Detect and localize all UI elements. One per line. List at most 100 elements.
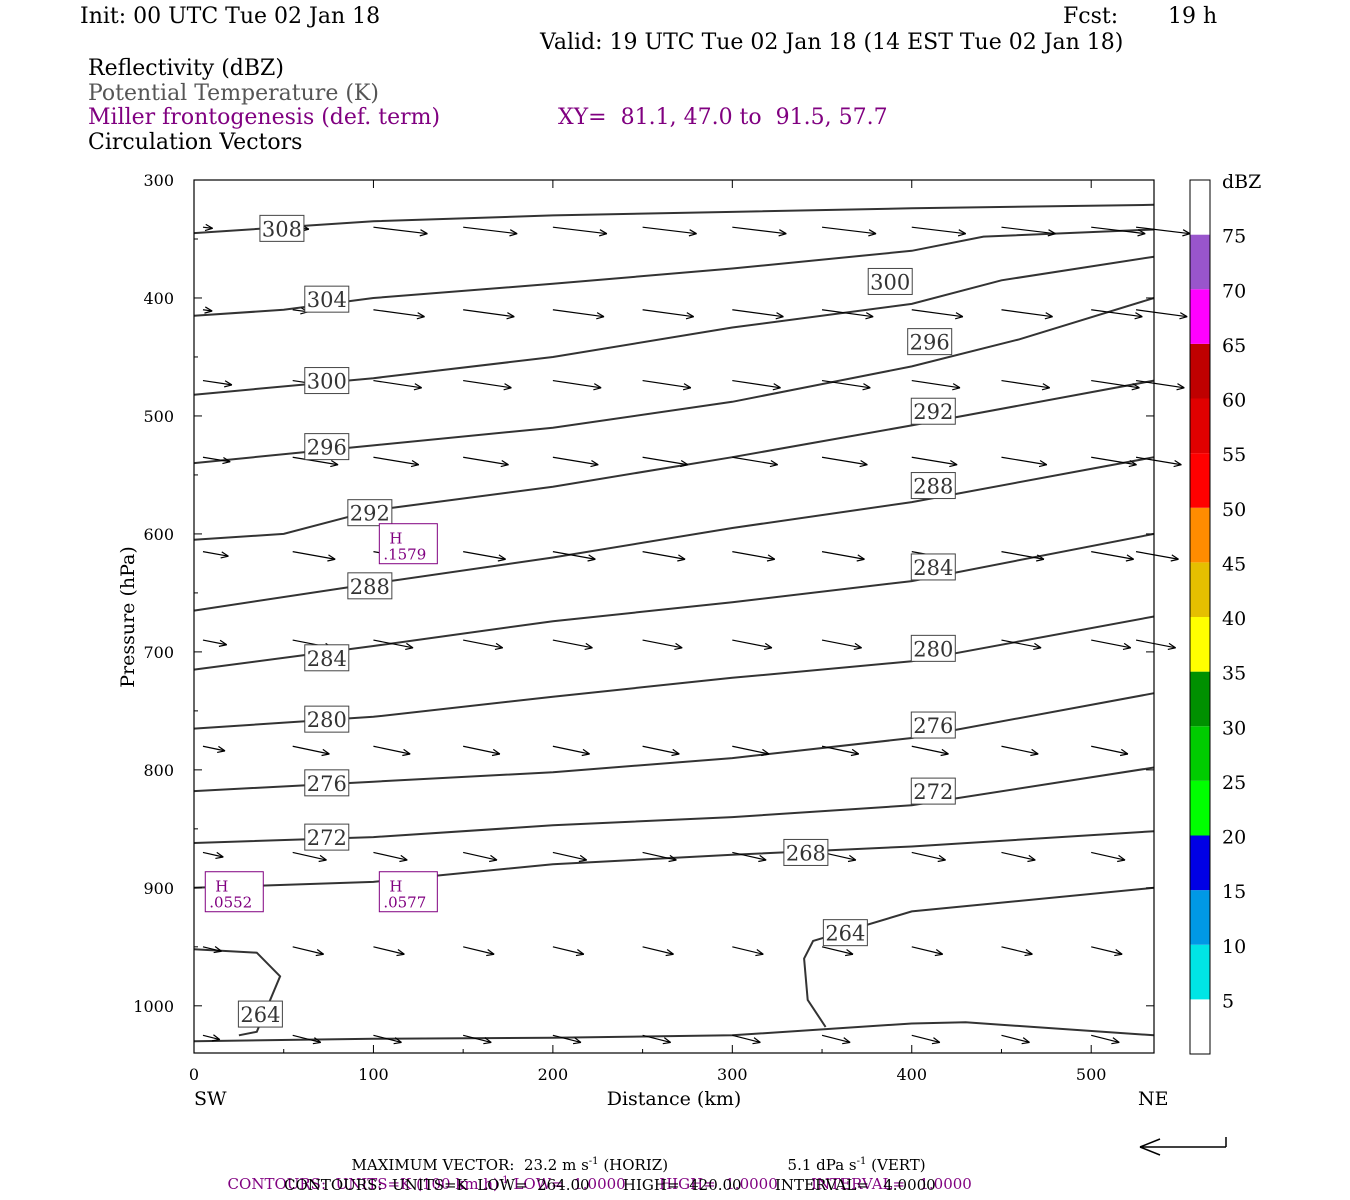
vector-arrow	[373, 379, 422, 389]
vector-arrow	[373, 946, 405, 955]
vector-arrow	[732, 946, 764, 955]
vector-arrow	[1135, 309, 1188, 318]
vector-arrow	[373, 851, 408, 861]
x-tick-label: 0	[189, 1065, 199, 1084]
contour-label: 300	[307, 370, 347, 394]
colorbar-band	[1190, 999, 1210, 1054]
x-tick-label: 300	[717, 1065, 748, 1084]
contour-label: 296	[307, 436, 347, 460]
cross-section-endpoints: XY= 81.1, 47.0 to 91.5, 57.7	[558, 105, 888, 130]
vector-arrow	[373, 309, 425, 318]
y-tick-label: 700	[143, 643, 174, 662]
vector-arrow	[552, 946, 584, 955]
vector-arrowhead	[489, 854, 498, 863]
vector-arrowhead	[581, 748, 590, 757]
vector-arrow	[292, 851, 327, 861]
vector-arrow	[1135, 639, 1176, 649]
vector-arrowhead	[856, 554, 865, 562]
colorbar-band	[1190, 835, 1210, 891]
contour-label: 284	[913, 556, 953, 580]
vector-arrow	[911, 1034, 940, 1044]
vector-arrow	[202, 851, 224, 858]
circulation-vectors	[202, 223, 1191, 1045]
vector-arrowhead	[685, 312, 695, 320]
vector-arrowhead	[847, 854, 857, 863]
contour-label: 308	[262, 217, 302, 241]
vector-arrow	[1091, 1034, 1120, 1044]
vector-arrowhead	[1128, 459, 1137, 468]
vector-arrowhead	[578, 854, 588, 863]
colorbar-band	[1190, 562, 1210, 617]
colorbar-band	[1190, 507, 1210, 563]
fronto-high-value: .1579	[383, 546, 426, 564]
contour-label-box	[304, 367, 350, 395]
contour-label-box	[910, 711, 956, 739]
contour-label: 292	[913, 400, 953, 424]
vector-arrowhead	[1119, 748, 1129, 757]
theta-contours	[193, 203, 1155, 1043]
colorbar-level-label: 20	[1222, 827, 1246, 849]
vector-arrowhead	[1114, 949, 1123, 957]
vector-arrowhead	[1030, 748, 1039, 757]
vector-arrowhead	[506, 312, 515, 320]
vector-arrowhead	[321, 748, 330, 757]
vector-arrowhead	[217, 745, 226, 754]
vector-arrowhead	[957, 229, 967, 237]
vector-arrow	[552, 851, 587, 861]
vector-arrow	[732, 456, 778, 466]
colorbar-level-label: 60	[1222, 390, 1246, 412]
theta-contour-line	[193, 830, 1155, 889]
fronto-high-box	[204, 871, 264, 913]
vector-arrow	[552, 456, 599, 466]
contour-label: 288	[350, 575, 390, 599]
sw-label: SW	[194, 1088, 227, 1110]
vector-arrow	[202, 309, 213, 312]
vector-arrow	[642, 1034, 671, 1044]
vector-arrowhead	[1021, 1037, 1030, 1045]
contour-label: 280	[913, 637, 953, 661]
vector-arrow	[552, 639, 593, 649]
vector-arrowhead	[599, 229, 608, 237]
vector-arrow	[1001, 456, 1047, 466]
vector-arrowhead	[1137, 229, 1146, 237]
vector-arrowhead	[934, 949, 944, 957]
vector-arrowhead	[204, 223, 213, 232]
vector-arrow	[463, 226, 518, 235]
colorbar-level-label: 35	[1222, 663, 1246, 685]
vector-arrowhead	[575, 949, 585, 957]
colorbar-level-label: 40	[1222, 608, 1246, 630]
vector-arrow	[1091, 639, 1131, 649]
contour-label: 276	[913, 714, 953, 738]
vector-arrow	[463, 379, 512, 389]
axes: 300 400 500 600 700 800 900 1000 0 100 200 300 400 50…	[133, 171, 1154, 1084]
contour-label: 268	[786, 841, 826, 865]
vector-arrowhead	[393, 1037, 402, 1045]
vector-arrowhead	[1024, 949, 1033, 957]
vector-arrowhead	[1044, 312, 1053, 320]
vector-arrow	[732, 551, 775, 560]
vector-arrow	[552, 226, 607, 235]
colorbar-band	[1190, 944, 1210, 1000]
vector-arrowhead	[416, 312, 425, 320]
contour-label: 288	[913, 475, 953, 499]
vector-arrowhead	[1179, 312, 1188, 320]
vector-arrow	[911, 456, 958, 466]
vector-arrow	[202, 551, 229, 557]
vector-arrow	[642, 851, 677, 861]
vector-arrowhead	[949, 459, 958, 468]
vector-arrowhead	[940, 748, 949, 757]
vector-arrowhead	[859, 459, 868, 468]
vector-arrow	[821, 226, 877, 235]
vector-arrowhead	[509, 229, 518, 237]
vector-arrowhead	[220, 551, 229, 559]
contours-fronto-b: LOW= 1.0000 HIGH= 1.0000 INTERVAL= 1.000…	[508, 1175, 972, 1193]
init-time: Init: 00 UTC Tue 02 Jan 18	[80, 4, 381, 29]
contour-label: 296	[910, 331, 950, 355]
vector-arrowhead	[497, 554, 506, 562]
vector-arrowhead	[680, 459, 689, 468]
vector-arrowhead	[937, 854, 946, 863]
vector-arrowhead	[399, 854, 408, 863]
vector-arrow	[1091, 946, 1123, 955]
vector-arrowhead	[402, 748, 411, 757]
contour-label: 264	[825, 922, 865, 946]
